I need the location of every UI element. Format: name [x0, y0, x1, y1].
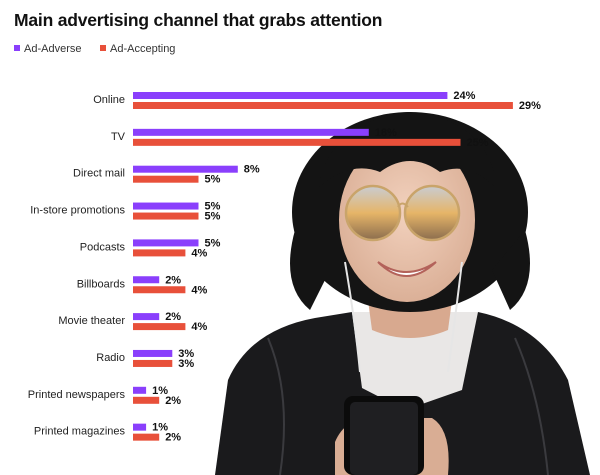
bar-ad-accepting-radio — [133, 359, 173, 367]
bar-ad-adverse-printed-magazines — [133, 423, 147, 431]
category-label-tv: TV — [111, 131, 126, 143]
legend-swatch-ad-accepting — [100, 45, 106, 52]
bar-ad-adverse-movie-theater — [133, 313, 160, 321]
bar-ad-accepting-printed-magazines — [133, 433, 160, 441]
value-label-ad-adverse-billboards: 2% — [165, 274, 181, 286]
bar-ad-adverse-podcasts — [133, 239, 199, 247]
bar-ad-accepting-movie-theater — [133, 323, 186, 331]
chart-title: Main advertising channel that grabs atte… — [14, 10, 383, 30]
value-label-ad-accepting-online: 29% — [519, 100, 541, 112]
value-label-ad-adverse-radio: 3% — [178, 348, 194, 360]
category-label-radio: Radio — [96, 352, 125, 364]
bar-ad-accepting-direct-mail — [133, 175, 199, 183]
category-label-movie-theater: Movie theater — [58, 315, 125, 327]
bar-ad-adverse-in-store-promotions — [133, 202, 199, 210]
bar-ad-adverse-direct-mail — [133, 165, 238, 173]
value-label-ad-accepting-radio: 3% — [178, 358, 194, 370]
value-label-ad-adverse-printed-magazines: 1% — [152, 422, 168, 434]
value-label-ad-accepting-printed-magazines: 2% — [165, 432, 181, 444]
category-label-printed-newspapers: Printed newspapers — [28, 389, 126, 401]
legend-label-ad-adverse: Ad-Adverse — [24, 43, 82, 55]
value-label-ad-accepting-billboards: 4% — [191, 284, 207, 296]
bar-ad-accepting-tv — [133, 138, 461, 146]
value-label-ad-accepting-tv: 25% — [467, 137, 489, 149]
bar-ad-accepting-in-store-promotions — [133, 212, 199, 220]
bars-group: Online 24% 29% TV 18% 25% Direct mail 8% 5% In-st… — [28, 90, 541, 444]
bar-ad-adverse-billboards — [133, 276, 160, 284]
category-label-printed-magazines: Printed magazines — [34, 426, 126, 438]
bar-ad-accepting-billboards — [133, 286, 186, 294]
bar-ad-accepting-printed-newspapers — [133, 396, 160, 404]
value-label-ad-adverse-movie-theater: 2% — [165, 311, 181, 323]
bar-ad-adverse-printed-newspapers — [133, 386, 147, 394]
value-label-ad-accepting-printed-newspapers: 2% — [165, 395, 181, 407]
value-label-ad-adverse-podcasts: 5% — [205, 237, 221, 249]
value-label-ad-accepting-podcasts: 4% — [191, 247, 207, 259]
category-label-online: Online — [93, 94, 125, 106]
legend-item-ad-adverse: Ad-Adverse — [14, 43, 81, 55]
value-label-ad-adverse-printed-newspapers: 1% — [152, 385, 168, 397]
bar-ad-adverse-radio — [133, 349, 173, 357]
value-label-ad-adverse-direct-mail: 8% — [244, 164, 260, 176]
bar-ad-accepting-podcasts — [133, 249, 186, 257]
value-label-ad-accepting-in-store-promotions: 5% — [205, 211, 221, 223]
bar-ad-adverse-tv — [133, 128, 369, 136]
category-label-podcasts: Podcasts — [80, 241, 126, 253]
bar-ad-accepting-online — [133, 102, 513, 109]
category-label-billboards: Billboards — [77, 278, 126, 290]
category-label-direct-mail: Direct mail — [73, 168, 125, 180]
value-label-ad-adverse-tv: 18% — [375, 127, 397, 139]
bar-ad-adverse-online — [133, 92, 448, 99]
legend-swatch-ad-adverse — [14, 45, 20, 52]
category-label-in-store-promotions: In-store promotions — [30, 205, 125, 217]
value-label-ad-adverse-online: 24% — [453, 90, 475, 102]
value-label-ad-accepting-movie-theater: 4% — [191, 321, 207, 333]
legend-label-ad-accepting: Ad-Accepting — [110, 43, 176, 55]
legend-item-ad-accepting: Ad-Accepting — [100, 43, 175, 55]
value-label-ad-adverse-in-store-promotions: 5% — [205, 201, 221, 213]
value-label-ad-accepting-direct-mail: 5% — [205, 174, 221, 186]
